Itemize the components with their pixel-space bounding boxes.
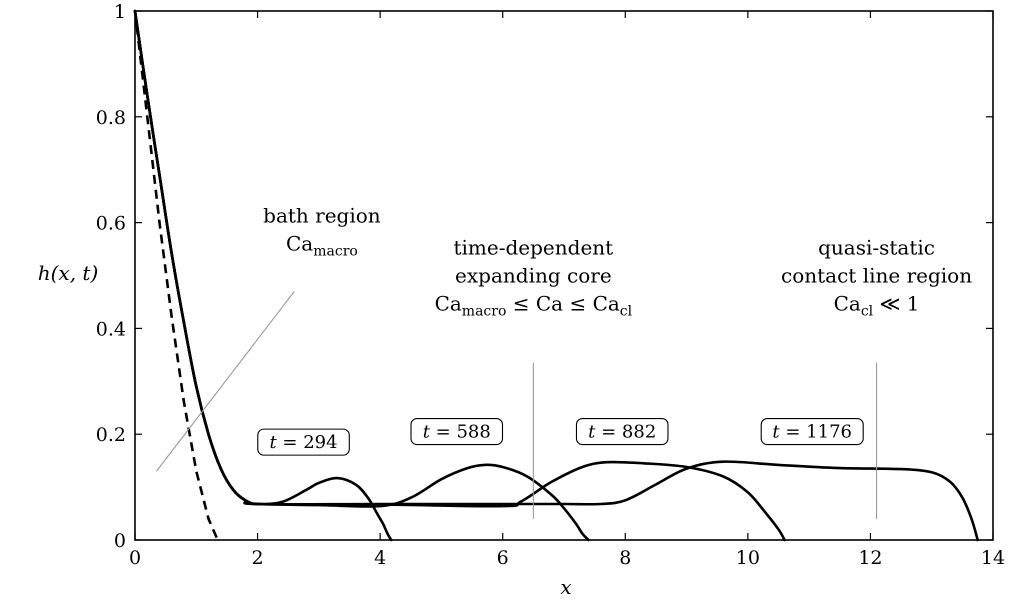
series-line-0 xyxy=(133,9,393,542)
annotation-text: Camacro​ xyxy=(286,232,358,260)
time-label-box xyxy=(257,428,350,456)
time-label-layer: t = 294 t = 588 t = 882 t = 1176 xyxy=(257,418,864,456)
series-asymptote-dashed xyxy=(133,10,219,541)
x-tick-label: 10 xyxy=(736,547,760,569)
y-tick-label: 0.4 xyxy=(96,318,126,340)
time-label: t = 1176 xyxy=(772,422,852,443)
x-tick-label: 8 xyxy=(619,547,631,569)
annotation-layer: bath region Camacro​ time-dependent expandi… xyxy=(263,204,972,320)
time-label: t = 588 xyxy=(423,422,491,443)
annotation-leader xyxy=(156,291,295,472)
annotation-text: time-dependent xyxy=(453,235,613,259)
plot-frame xyxy=(134,10,994,541)
annotation-text: contact line region xyxy=(781,263,972,287)
y-tick-label: 0.6 xyxy=(96,213,126,235)
x-axis-label: x xyxy=(560,575,571,599)
series-line-3 xyxy=(133,9,979,542)
time-label: t = 882 xyxy=(588,422,656,443)
time-label-box xyxy=(410,418,504,446)
y-tick-label: 0.8 xyxy=(96,107,126,129)
annotation-text: Camacro​ ≤ Ca ≤ Cacl​ xyxy=(435,291,633,319)
tick-layer: 0 2 4 6 8 10 12 14 0 0.2 0.4 0.6 0.8 1 xyxy=(96,1,1005,569)
x-tick-label: 12 xyxy=(858,547,882,569)
y-tick-label: 1 xyxy=(114,1,126,23)
series-layer xyxy=(133,9,979,542)
x-tick-label: 14 xyxy=(981,547,1005,569)
y-axis-label: h(x, t) xyxy=(38,261,99,285)
leader-layer xyxy=(156,291,878,519)
x-tick-label: 2 xyxy=(252,547,264,569)
y-tick-label: 0 xyxy=(114,530,126,552)
annotation-text: expanding core xyxy=(455,263,612,287)
time-label-box xyxy=(760,418,864,446)
annotation-text: quasi-static xyxy=(818,235,935,259)
plot-area xyxy=(134,10,994,541)
annotation-text: bath region xyxy=(263,204,381,228)
x-tick-label: 6 xyxy=(497,547,509,569)
y-tick-label: 0.2 xyxy=(96,424,126,446)
x-tick-label: 0 xyxy=(129,547,141,569)
x-tick-label: 4 xyxy=(374,547,386,569)
time-label: t = 294 xyxy=(269,432,337,453)
time-label-box xyxy=(575,418,669,446)
annotation-text: Cacl​ ≪ 1 xyxy=(834,291,920,319)
